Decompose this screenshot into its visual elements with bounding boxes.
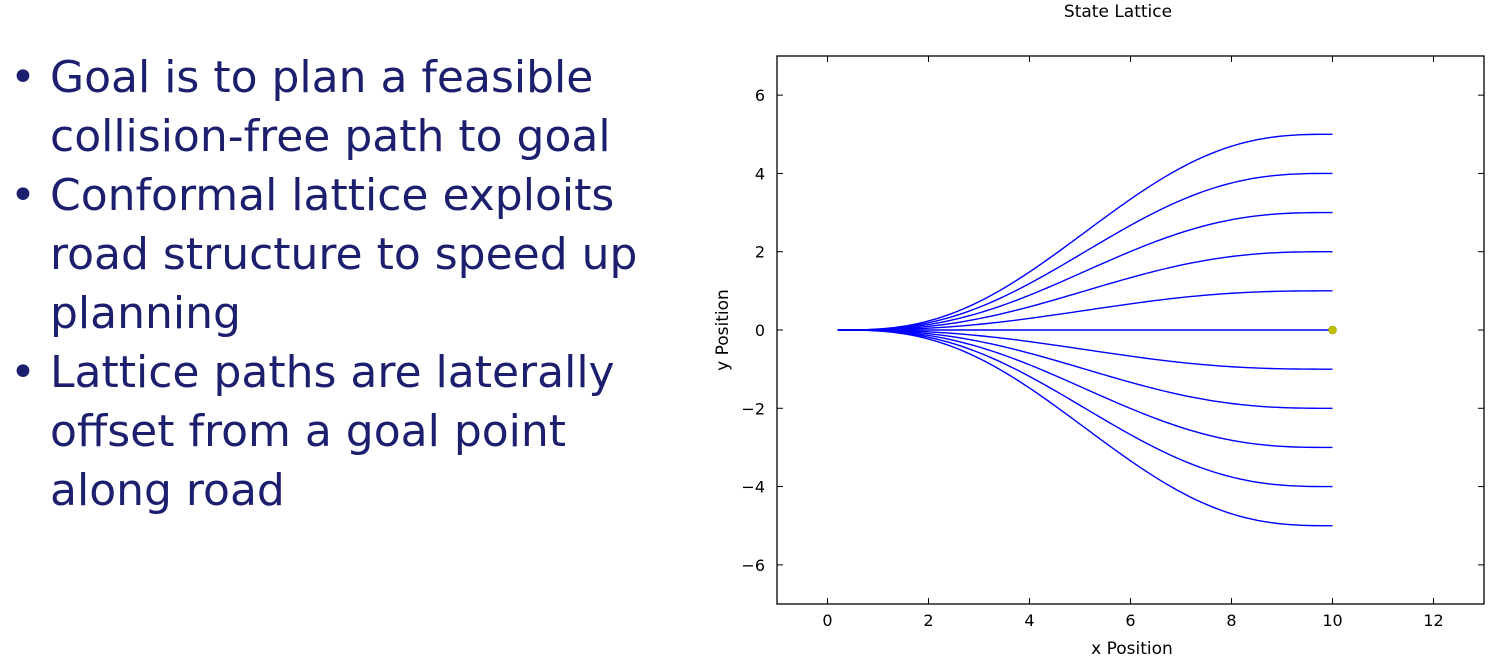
bullet-list: • Goal is to plan a feasible collision-fr…: [0, 48, 700, 520]
y-tick-label: −2: [741, 399, 765, 418]
bullet-item: • Goal is to plan a feasible collision-fr…: [0, 48, 700, 166]
bullet-text: Goal is to plan a feasible collision-fre…: [50, 52, 611, 162]
x-axis-label: x Position: [1091, 639, 1173, 658]
y-tick-label: −4: [741, 478, 765, 497]
x-tick-label: 8: [1226, 611, 1236, 630]
x-tick-label: 2: [923, 611, 933, 630]
chart-title: State Lattice: [1064, 2, 1172, 22]
y-tick-label: 0: [755, 321, 765, 340]
y-tick-label: 6: [755, 86, 765, 105]
plot-area: 0 2 4 6 8 10 12 6 4 2 0 −2 −4 −6: [741, 55, 1485, 630]
lattice-path: [837, 329, 1333, 527]
state-lattice-chart: State Lattice 0 2 4 6 8 10 12 6 4 2 0 −2 −4 −6 x Posi…: [713, 2, 1485, 659]
bullet-item: • Conformal lattice exploits road structu…: [0, 166, 700, 343]
x-tick-label: 12: [1423, 611, 1443, 630]
lattice-path: [837, 329, 1333, 409]
bullet-item: • Lattice paths are laterally offset from…: [0, 343, 700, 520]
x-tick-label: 6: [1125, 611, 1135, 630]
slide-text: • Goal is to plan a feasible collision-fr…: [0, 48, 700, 520]
lattice-path: [837, 290, 1333, 331]
bullet-text: Conformal lattice exploits road structur…: [50, 170, 638, 339]
chart-container: State Lattice 0 2 4 6 8 10 12 6 4 2 0 −2 −4 −6 x Posi…: [700, 0, 1492, 659]
y-tick-label: 4: [755, 164, 765, 183]
lattice-path: [837, 172, 1333, 331]
x-tick-label: 0: [822, 611, 832, 630]
lattice-path: [837, 329, 1333, 370]
x-tick-label: 10: [1322, 611, 1342, 630]
lattice-path: [837, 251, 1333, 331]
y-tick-label: 2: [755, 243, 765, 262]
lattice-path: [837, 329, 1333, 449]
lattice-path: [837, 133, 1333, 331]
y-axis-label: y Position: [713, 289, 733, 371]
bullet-marker: •: [10, 347, 36, 398]
lattice-path: [837, 211, 1333, 331]
lattice-path: [837, 329, 1333, 488]
x-tick-label: 4: [1024, 611, 1034, 630]
goal-point: [1328, 325, 1337, 335]
bullet-marker: •: [10, 170, 36, 221]
bullet-text: Lattice paths are laterally offset from …: [50, 347, 615, 516]
y-tick-label: −6: [741, 556, 765, 575]
bullet-marker: •: [10, 52, 36, 103]
